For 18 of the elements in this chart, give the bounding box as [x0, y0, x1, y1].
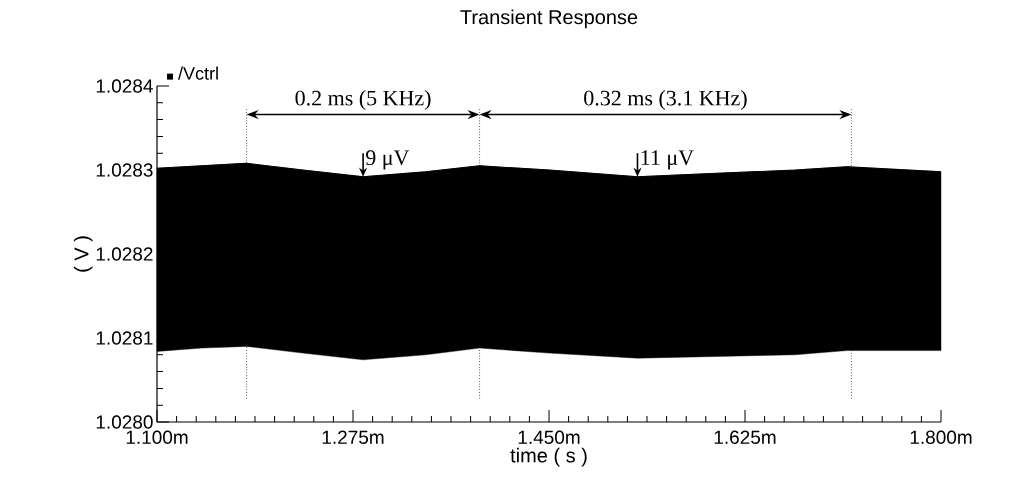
x-tick-label: 1.625m: [714, 430, 776, 444]
y-tick-label: 1.0282: [96, 247, 153, 261]
chart-title: Transient Response: [460, 9, 638, 29]
y-tick-label: 1.0280: [96, 415, 153, 429]
x-tick-label: 1.800m: [910, 430, 972, 444]
y-axis-title: ( V ): [73, 236, 93, 272]
x-tick-label: 1.275m: [322, 430, 384, 444]
annotation: 0.2 ms (5 KHz): [295, 90, 431, 110]
y-tick-label: 1.0283: [96, 163, 153, 177]
legend-label: /Vctrl: [178, 66, 218, 80]
annotation: 9 μV: [365, 150, 410, 170]
x-tick-label: 1.100m: [126, 430, 188, 444]
y-tick-label: 1.0284: [96, 79, 153, 93]
annotation: 0.32 ms (3.1 KHz): [584, 90, 747, 110]
y-tick-label: 1.0281: [96, 331, 153, 345]
x-tick-label: 1.450m: [518, 430, 580, 444]
annotation: 11 μV: [641, 150, 694, 170]
x-axis-title: time ( s ): [510, 447, 587, 467]
